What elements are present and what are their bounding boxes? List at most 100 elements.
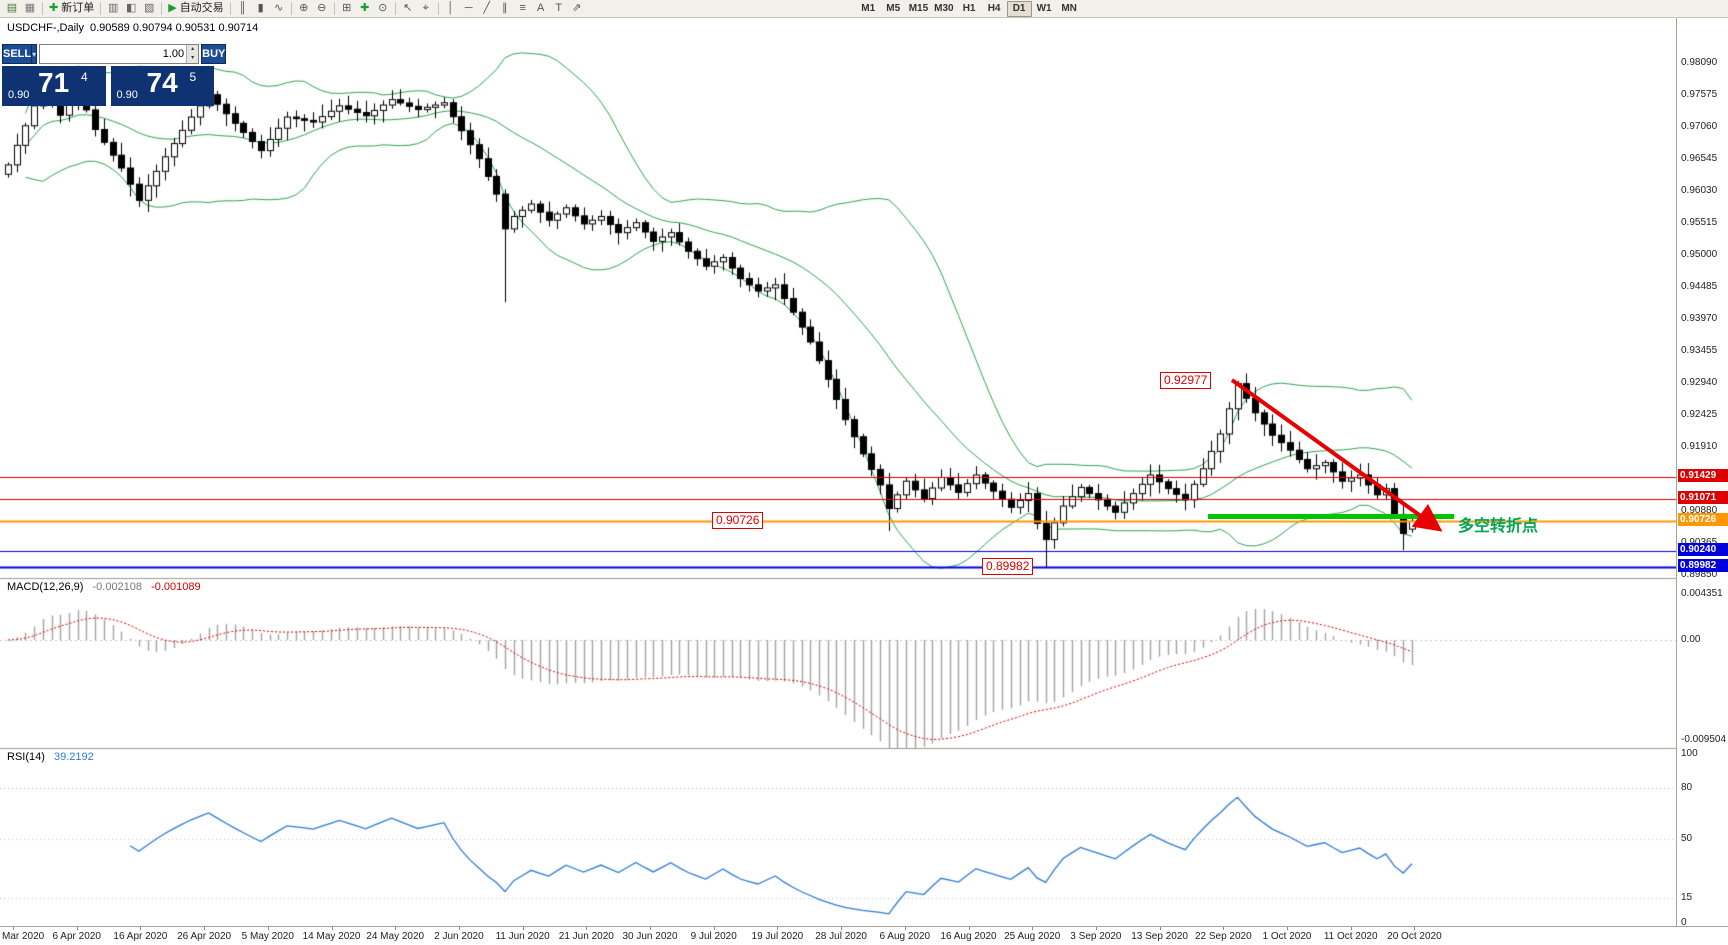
toolbar-separator (437, 2, 439, 15)
text-icon[interactable]: A (532, 1, 550, 17)
zoom-in-icon[interactable]: ⊕ (295, 1, 313, 17)
new-chart-icon[interactable]: ▤ (3, 1, 21, 17)
fibonacci-icon[interactable]: ≡ (514, 1, 532, 17)
zoom-out-icon[interactable]: ⊖ (313, 1, 331, 17)
label-icon[interactable]: T (550, 1, 568, 17)
date-tick (968, 927, 970, 930)
date-tick (1032, 927, 1034, 930)
market-watch-icon[interactable]: ▥ (104, 1, 122, 17)
cursor-icon[interactable]: ↖ (399, 1, 417, 17)
date-label: 16 Apr 2020 (113, 931, 168, 942)
price-axis[interactable]: 0.98090 0.97575 0.97060 0.96545 0.96030 0.955… (1676, 18, 1728, 928)
tf-m15-button[interactable]: M15 (906, 1, 931, 17)
date-label: 5 May 2020 (241, 931, 294, 942)
tf-d1-button[interactable]: D1 (1006, 0, 1032, 17)
sell-quote[interactable]: 0.90 71 4 (2, 66, 106, 106)
bar-chart-type-icon: ║ (238, 2, 247, 14)
order-options-dropdown[interactable]: ▾ (32, 44, 38, 64)
periods-icon[interactable]: ⊙ (374, 1, 392, 17)
tf-h1-button-label: H1 (962, 2, 976, 14)
tile-windows-icon: ⊞ (342, 2, 352, 14)
price-tick-label: 0.98090 (1681, 57, 1718, 68)
tile-windows-icon[interactable]: ⊞ (338, 1, 356, 17)
channel-icon[interactable]: ∥ (496, 1, 514, 17)
bar-chart-type-icon[interactable]: ║ (234, 1, 252, 17)
buy-button[interactable]: BUY (201, 44, 227, 64)
new-order-button[interactable]: ✚ 新订单 (46, 1, 97, 17)
date-label: 16 Aug 2020 (940, 931, 997, 942)
trend-arrow[interactable] (1226, 372, 1466, 547)
price-tick-label: 0.90365 (1681, 537, 1717, 548)
price-tick-label: 0.95000 (1681, 249, 1718, 260)
chart-profiles-icon[interactable]: ▦ (21, 1, 39, 17)
cursor-icon: ↖ (403, 2, 413, 14)
tf-m30-button[interactable]: M30 (931, 1, 956, 17)
indicators-icon[interactable]: ✚ (356, 1, 374, 17)
chart-canvas[interactable] (0, 18, 1676, 926)
rsi-name: RSI(14) (7, 751, 45, 763)
navigator-icon[interactable]: ▧ (140, 1, 158, 17)
date-tick (458, 927, 460, 930)
volume-input[interactable] (40, 45, 187, 63)
tf-m5-button[interactable]: M5 (881, 1, 906, 17)
support-price-flag[interactable]: 0.90726 (712, 512, 764, 529)
date-label: 25 Aug 2020 (1004, 931, 1061, 942)
date-label: 19 Jul 2020 (751, 931, 804, 942)
main-toolbar: ▤ ▦ ✚ 新订单 ▥ ◧ ▧ ▶ 自动交易 ║ ▮ ∿ ⊕ ⊖ ⊞ ✚ ⊙ ↖ ⌖ │ ─ ╱ ∥ ≡ A T ⇗ M1 M5 M15 M… (0, 0, 1728, 18)
date-tick (522, 927, 524, 930)
sell-price-pips: 71 (38, 67, 70, 98)
date-tick (331, 927, 333, 930)
date-tick (1350, 927, 1352, 930)
turning-point-note[interactable]: 多空转折点 (1458, 518, 1539, 535)
buy-quote[interactable]: 0.90 74 5 (110, 66, 214, 106)
new-order-button-label: 新订单 (61, 2, 95, 14)
line-chart-type-icon[interactable]: ∿ (270, 1, 288, 17)
autotrading-button[interactable]: ▶ 自动交易 (165, 1, 226, 17)
date-tick (395, 927, 397, 930)
trendline-icon[interactable]: ╱ (478, 1, 496, 17)
volume-field: ▴ ▾ (39, 44, 200, 64)
arrows-icon[interactable]: ⇗ (568, 1, 586, 17)
price-tick-label: 0.92940 (1681, 377, 1718, 389)
date-label: 22 Sep 2020 (1194, 931, 1252, 942)
low-price-flag[interactable]: 0.89982 (982, 558, 1034, 575)
price-tick-label: 0.91910 (1681, 441, 1718, 453)
volume-decrease-button[interactable]: ▾ (187, 54, 199, 63)
price-tick-label: 0.97575 (1681, 89, 1718, 100)
data-window-icon[interactable]: ◧ (122, 1, 140, 17)
chart-ohlc-values: 0.90589 0.90794 0.90531 0.90714 (90, 22, 259, 34)
tf-w1-button-label: W1 (1036, 2, 1052, 14)
volume-increase-button[interactable]: ▴ (187, 45, 199, 54)
date-tick (650, 927, 651, 930)
rsi-scale-label: 50 (1681, 832, 1693, 844)
price-tick-label: 0.90880 (1681, 505, 1718, 517)
date-tick (267, 927, 269, 930)
crosshair-icon[interactable]: ⌖ (417, 1, 435, 17)
peak-price-flag[interactable]: 0.92977 (1160, 372, 1212, 389)
support-highlight-line[interactable] (1208, 514, 1454, 519)
tf-w1-button[interactable]: W1 (1032, 1, 1057, 17)
sell-button[interactable]: SELL (2, 44, 33, 64)
tf-h1-button[interactable]: H1 (957, 1, 982, 17)
volume-spinner: ▴ ▾ (186, 45, 199, 63)
chevron-down-icon: ▾ (32, 49, 37, 59)
macd-scale-label: 0.00 (1681, 634, 1701, 645)
horizontal-line-icon[interactable]: ─ (460, 1, 478, 17)
date-label: 20 Oct 2020 (1387, 931, 1442, 942)
candlestick-chart-type-icon[interactable]: ▮ (252, 1, 270, 17)
toolbar-separator (42, 2, 43, 15)
date-label: 11 Jun 2020 (495, 931, 550, 942)
tf-h4-button[interactable]: H4 (982, 1, 1007, 17)
time-axis[interactable]: Mar 2020 6 Apr 2020 16 Apr 2020 26 Apr 2020… (0, 926, 1728, 945)
label-icon: T (555, 2, 563, 14)
vertical-line-icon[interactable]: │ (442, 1, 460, 17)
tf-m1-button[interactable]: M1 (856, 1, 881, 17)
date-tick (76, 927, 78, 930)
macd-scale-label: 0.004351 (1681, 588, 1723, 599)
tf-mn-button[interactable]: MN (1057, 1, 1082, 17)
new-chart-icon: ▤ (6, 2, 18, 14)
horizontal-line-icon: ─ (464, 2, 473, 14)
date-tick (841, 927, 843, 930)
price-tick-label: 0.96545 (1681, 153, 1718, 164)
date-label: 28 Jul 2020 (815, 931, 867, 942)
